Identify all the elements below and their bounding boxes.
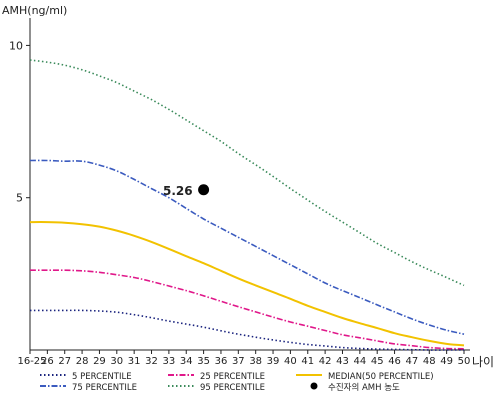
legend-label: 5 PERCENTILE	[72, 372, 132, 382]
x-tick-label: 50	[458, 356, 471, 367]
legend-item: 수진자의 AMH 농도	[310, 382, 400, 393]
x-tick-label: 43	[336, 356, 349, 367]
legend-item: 5 PERCENTILE	[40, 372, 132, 382]
points-layer: 5.26	[163, 184, 210, 198]
legend: 5 PERCENTILE 25 PERCENTILE MEDIAN(50 PERCE…	[40, 372, 434, 393]
x-tick-label: 28	[76, 356, 89, 367]
x-tick-label: 16-25	[17, 356, 46, 367]
x-tick-label: 42	[319, 356, 332, 367]
x-tick-label: 40	[284, 356, 297, 367]
legend-label: 25 PERCENTILE	[200, 372, 265, 382]
legend-item: MEDIAN(50 PERCENTILE)	[296, 372, 434, 382]
legend-label: MEDIAN(50 PERCENTILE)	[328, 372, 434, 382]
y-axis-label: AMH(ng/ml)	[2, 4, 67, 17]
x-tick-label: 26	[41, 356, 54, 367]
x-tick-label: 31	[128, 356, 141, 367]
legend-item: 25 PERCENTILE	[168, 372, 265, 382]
x-tick-label: 36	[215, 356, 228, 367]
legend-item: 95 PERCENTILE	[168, 383, 265, 393]
x-tick-label: 48	[423, 356, 436, 367]
x-tick-label: 49	[440, 356, 453, 367]
x-tick-label: 35	[197, 356, 210, 367]
x-tick-label: 33	[163, 356, 176, 367]
series-line-5-percentile	[29, 309, 464, 351]
x-tick-label: 44	[353, 356, 366, 367]
x-tick-label: 41	[301, 356, 314, 367]
series-line-median-50-percentile	[29, 221, 465, 347]
x-tick-label: 46	[388, 356, 401, 367]
y-tick-label: 5	[16, 192, 23, 205]
x-tick-label: 38	[249, 356, 262, 367]
legend-item: 75 PERCENTILE	[40, 383, 137, 393]
series-line-95-percentile	[29, 59, 465, 287]
x-tick-label: 29	[93, 356, 106, 367]
y-tick-label: 10	[9, 39, 23, 52]
x-tick-label: 47	[406, 356, 419, 367]
legend-label: 75 PERCENTILE	[72, 383, 137, 393]
series-line-25-percentile	[30, 269, 465, 350]
legend-label: 수진자의 AMH 농도	[328, 382, 400, 393]
x-tick-label: 30	[110, 356, 123, 367]
x-tick-label: 39	[267, 356, 280, 367]
x-axis-label: 나이	[472, 355, 494, 369]
series-layer	[29, 59, 465, 351]
legend-label: 95 PERCENTILE	[200, 383, 265, 393]
patient-amh-point	[198, 184, 210, 196]
x-tick-label: 45	[371, 356, 384, 367]
patient-amh-value-label: 5.26	[163, 184, 193, 198]
x-tick-label: 27	[58, 356, 71, 367]
x-tick-label: 34	[180, 356, 193, 367]
legend-point-marker	[310, 382, 318, 390]
series-line-75-percentile	[29, 159, 465, 335]
x-tick-label: 37	[232, 356, 245, 367]
x-tick-label: 32	[145, 356, 158, 367]
